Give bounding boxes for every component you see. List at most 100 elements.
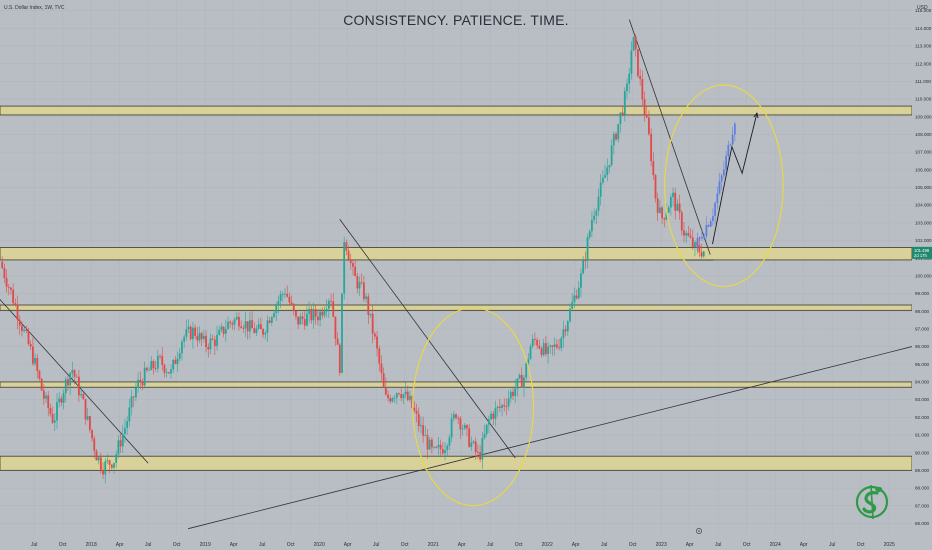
candle-body — [288, 296, 291, 303]
candle-body — [312, 309, 315, 321]
candle-body — [93, 438, 96, 451]
time-tick-label: Jul — [829, 542, 835, 548]
price-tick-label: 115.000 — [915, 8, 932, 13]
candle-body — [53, 420, 56, 423]
time-tick-label: Apr — [116, 542, 124, 548]
price-tick-label: 107.000 — [915, 150, 932, 155]
candle-body — [643, 99, 646, 115]
horizontal-zone — [0, 105, 913, 116]
candle-body — [606, 167, 609, 176]
horizontal-zone — [0, 304, 913, 311]
candle-body — [200, 333, 203, 340]
ghost-candle — [718, 181, 721, 194]
candle-body — [639, 76, 642, 80]
candle-body — [367, 296, 370, 316]
candle-body — [430, 439, 433, 448]
candle-body — [571, 302, 574, 309]
candle-body — [135, 387, 137, 398]
candle-body — [246, 321, 249, 332]
time-tick-label: 2025 — [884, 542, 895, 548]
ghost-candle — [712, 215, 714, 222]
candle-body — [360, 282, 363, 283]
candle-body — [126, 421, 129, 429]
time-tick-label: Oct — [287, 542, 295, 548]
candle-body — [124, 428, 126, 434]
candle-body — [669, 196, 672, 208]
candle-body — [652, 161, 655, 176]
candle-body — [542, 343, 545, 355]
candle-body — [676, 203, 679, 211]
candle-body — [244, 321, 247, 329]
candle-body — [152, 361, 155, 369]
candle-body — [433, 447, 435, 448]
candle-body — [284, 293, 286, 295]
candle-body — [470, 442, 473, 447]
price-tick-label: 95.000 — [915, 362, 929, 367]
projection-arrow — [712, 112, 759, 245]
candle-body — [119, 440, 122, 447]
ghost-candle — [714, 202, 717, 216]
time-tick-label: 2021 — [428, 542, 439, 548]
candle-body — [569, 308, 571, 322]
candle-body — [174, 359, 177, 364]
current-price-countdown: 2d 17h — [914, 253, 927, 258]
candle-body — [358, 282, 361, 289]
candle-body — [205, 335, 207, 348]
candle-body — [143, 367, 146, 386]
time-tick-label: 2022 — [542, 542, 553, 548]
candle-body — [626, 83, 628, 92]
price-tick-label: 102.000 — [915, 238, 932, 243]
candle-body — [588, 231, 591, 238]
price-tick-label: 99.000 — [915, 291, 929, 296]
price-tick-label: 114.000 — [915, 26, 932, 31]
ghost-candle — [705, 224, 708, 237]
candle-body — [450, 418, 453, 438]
candle-body — [297, 316, 300, 325]
price-axis-panel[interactable] — [912, 0, 932, 550]
candle-body — [137, 379, 140, 388]
price-tick-label: 109.000 — [915, 114, 932, 119]
candle-body — [398, 393, 400, 395]
time-tick-label: 2020 — [314, 542, 325, 548]
candle-body — [582, 260, 585, 274]
candle-body — [674, 192, 677, 211]
candle-body — [148, 370, 150, 371]
candle-body — [586, 237, 589, 261]
candle-body — [128, 407, 131, 422]
candle-body — [632, 37, 635, 51]
candle-body — [518, 375, 521, 379]
candle-body — [178, 353, 181, 359]
candle-body — [468, 428, 471, 447]
candle-body — [617, 124, 620, 140]
candle-body — [161, 355, 164, 365]
candle-body — [698, 245, 701, 253]
candle-body — [308, 308, 311, 314]
horizontal-zone — [0, 381, 913, 388]
price-tick-label: 110.000 — [915, 97, 932, 102]
candle-body — [560, 338, 563, 349]
candle-body — [286, 293, 289, 297]
candle-body — [71, 370, 74, 373]
candle-body — [84, 399, 87, 420]
candle-body — [494, 408, 497, 419]
price-tick-label: 89.000 — [915, 468, 929, 473]
candle-body — [275, 304, 278, 314]
candle-body — [472, 441, 475, 443]
candle-body — [185, 329, 188, 337]
candle-body — [474, 441, 477, 453]
candle-body — [564, 329, 567, 332]
candle-body — [130, 396, 133, 408]
candle-body — [448, 437, 451, 446]
candle-body — [479, 452, 482, 460]
price-tick-label: 104.000 — [915, 203, 932, 208]
candle-body — [365, 296, 368, 299]
candle-body — [165, 372, 168, 374]
candle-body — [5, 278, 8, 287]
candle-body — [47, 395, 50, 408]
candle-body — [536, 339, 539, 346]
candle-body — [303, 319, 306, 326]
candle-body — [538, 345, 541, 349]
candle-body — [240, 326, 243, 328]
candle-body — [534, 339, 536, 340]
